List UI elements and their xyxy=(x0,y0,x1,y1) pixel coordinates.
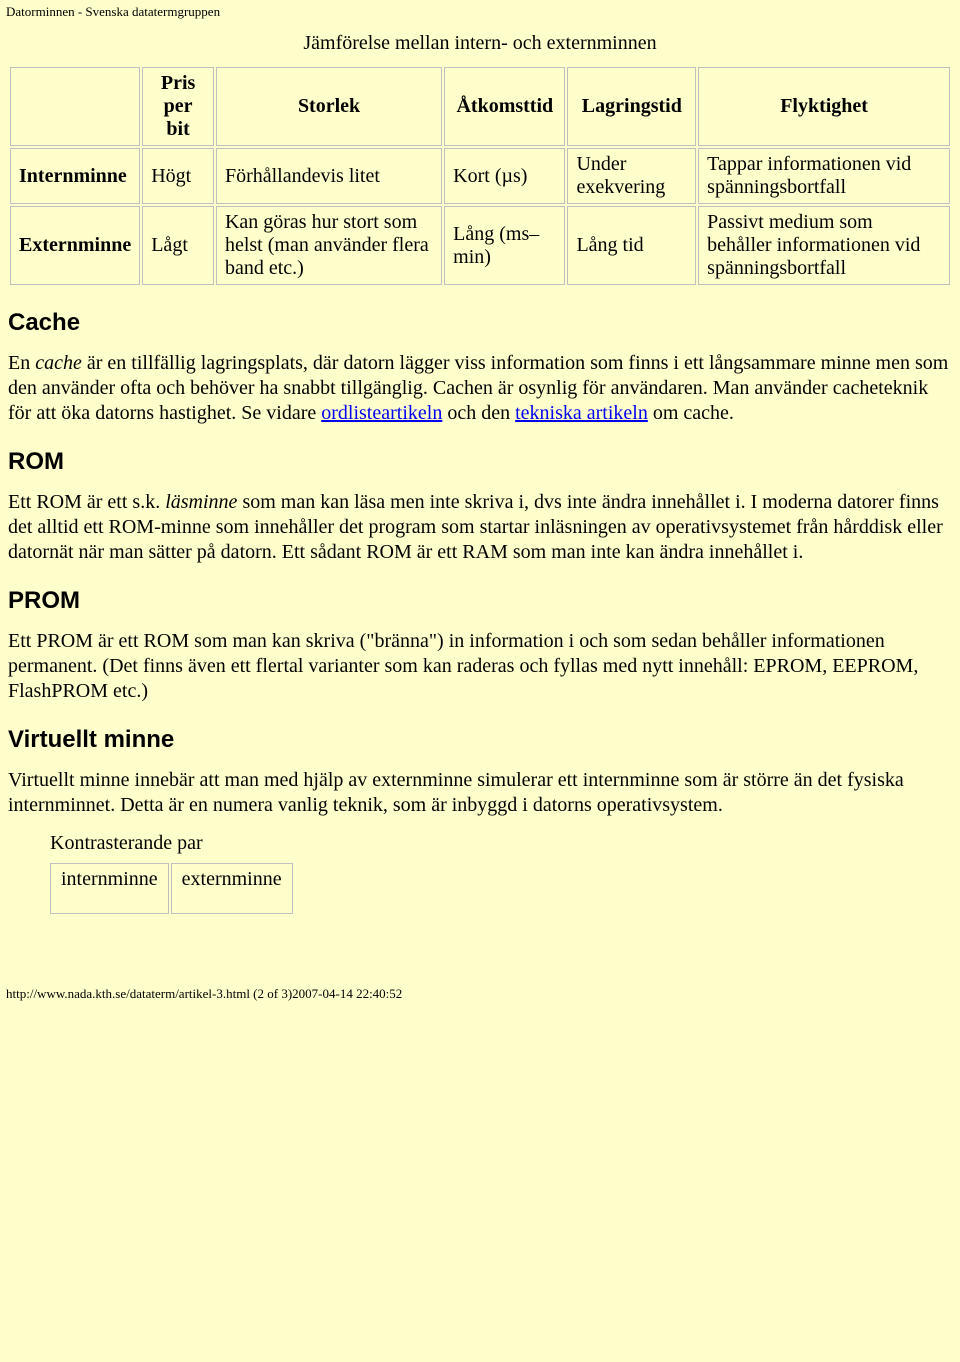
text: om cache. xyxy=(648,402,734,424)
table-caption: Jämförelse mellan intern- och externminn… xyxy=(8,28,952,65)
link-ordlisteartikeln[interactable]: ordlisteartikeln xyxy=(321,402,442,424)
paragraph-virtuellt: Virtuellt minne innebär att man med hjäl… xyxy=(8,768,952,818)
col-blank xyxy=(10,67,140,146)
col-storlek: Storlek xyxy=(216,67,442,146)
cell-storlek: Förhållandevis litet xyxy=(216,148,442,204)
text: Ett ROM är ett s.k. xyxy=(8,491,165,513)
table-header-row: Pris per bit Storlek Åtkomsttid Lagrings… xyxy=(10,67,950,146)
footer-url: http://www.nada.kth.se/dataterm/artikel-… xyxy=(0,956,960,1008)
row-label: Internminne xyxy=(10,148,140,204)
heading-prom: PROM xyxy=(8,587,952,615)
cell-lagring: Under exekvering xyxy=(567,148,696,204)
contrast-row: internminne externminne xyxy=(50,863,293,914)
cell-flykt: Tappar informationen vid spänningsbortfa… xyxy=(698,148,950,204)
contrast-caption: Kontrasterande par xyxy=(48,832,295,861)
contrast-cell: internminne xyxy=(50,863,169,914)
emphasis: läsminne xyxy=(165,491,237,513)
emphasis: cache xyxy=(35,352,82,374)
text: En xyxy=(8,352,35,374)
table-row: Externminne Lågt Kan göras hur stort som… xyxy=(10,206,950,285)
contrast-table-wrap: Kontrasterande par internminne externmin… xyxy=(48,832,952,916)
row-label: Externminne xyxy=(10,206,140,285)
main-content: Jämförelse mellan intern- och externminn… xyxy=(0,28,960,956)
paragraph-rom: Ett ROM är ett s.k. läsminne som man kan… xyxy=(8,490,952,565)
cell-flykt: Passivt medium som behåller informatione… xyxy=(698,206,950,285)
col-atkomsttid: Åtkomsttid xyxy=(444,67,565,146)
cell-pris: Lågt xyxy=(142,206,214,285)
cell-atkomst: Lång (ms–min) xyxy=(444,206,565,285)
cell-storlek: Kan göras hur stort som helst (man använ… xyxy=(216,206,442,285)
col-pris: Pris per bit xyxy=(142,67,214,146)
contrast-cell: externminne xyxy=(171,863,293,914)
paragraph-prom: Ett PROM är ett ROM som man kan skriva (… xyxy=(8,629,952,704)
contrast-table: Kontrasterande par internminne externmin… xyxy=(48,832,295,916)
comparison-table: Jämförelse mellan intern- och externminn… xyxy=(8,28,952,287)
cell-atkomst: Kort (µs) xyxy=(444,148,565,204)
col-lagringstid: Lagringstid xyxy=(567,67,696,146)
heading-virtuellt-minne: Virtuellt minne xyxy=(8,726,952,754)
col-flyktighet: Flyktighet xyxy=(698,67,950,146)
paragraph-cache: En cache är en tillfällig lagringsplats,… xyxy=(8,351,952,426)
heading-cache: Cache xyxy=(8,309,952,337)
cell-lagring: Lång tid xyxy=(567,206,696,285)
heading-rom: ROM xyxy=(8,448,952,476)
text: och den xyxy=(442,402,515,424)
page-header: Datorminnen - Svenska datatermgruppen xyxy=(0,0,960,22)
table-row: Internminne Högt Förhållandevis litet Ko… xyxy=(10,148,950,204)
cell-pris: Högt xyxy=(142,148,214,204)
link-tekniska-artikeln[interactable]: tekniska artikeln xyxy=(515,402,648,424)
